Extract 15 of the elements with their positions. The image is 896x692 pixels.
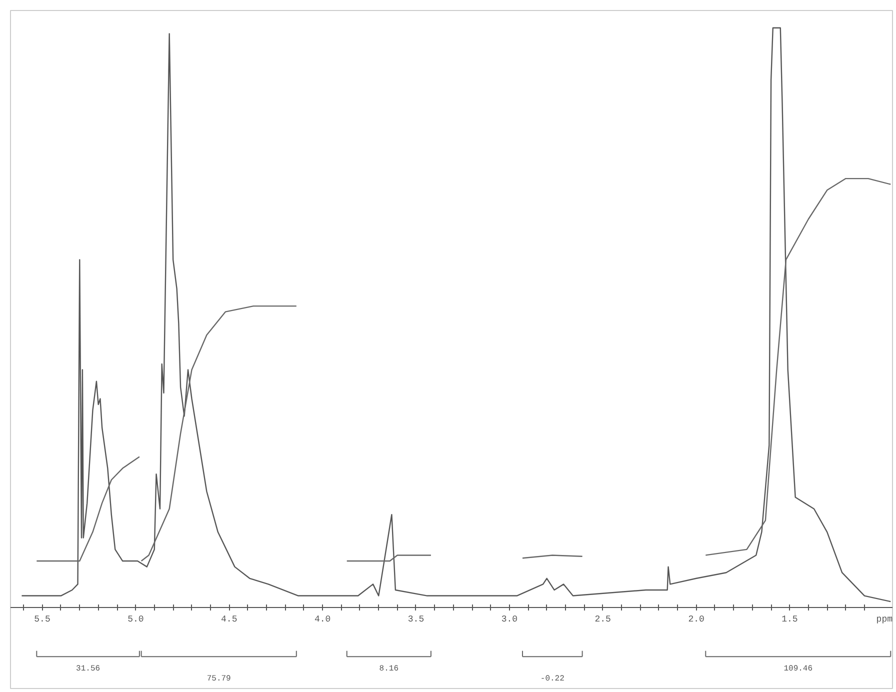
x-axis-title: ppm xyxy=(876,614,892,624)
x-tick-label: 5.5 xyxy=(34,614,50,624)
text: 31.56 xyxy=(76,664,100,674)
x-tick-label: 3.0 xyxy=(501,614,518,624)
text: 75.79 xyxy=(206,674,232,684)
text: -0.22 xyxy=(540,674,565,684)
x-tick-label: 4.5 xyxy=(221,614,238,624)
text: 109.46 xyxy=(784,664,813,674)
x-tick-label: 4.0 xyxy=(314,614,331,624)
x-tick-label: 3.5 xyxy=(408,614,424,624)
x-tick-label: 1.5 xyxy=(782,614,798,624)
x-tick-label: 5.0 xyxy=(128,614,144,624)
x-tick-label: 2.0 xyxy=(688,614,704,624)
text: 8.16 xyxy=(379,664,399,674)
x-tick-label: 2.5 xyxy=(594,614,611,624)
